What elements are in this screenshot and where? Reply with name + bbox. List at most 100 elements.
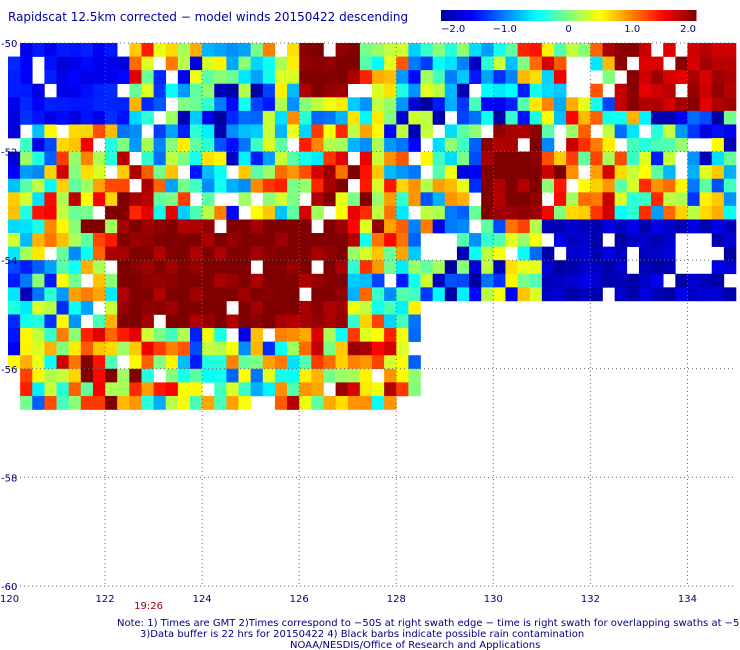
heatmap-cell [141, 192, 154, 207]
heatmap-cell [396, 56, 409, 71]
heatmap-cell [32, 341, 45, 356]
heatmap-cell [250, 178, 264, 193]
heatmap-cell [92, 165, 106, 180]
heatmap-cell [493, 192, 506, 207]
heatmap-cell [68, 124, 82, 139]
heatmap-cell [250, 382, 264, 397]
heatmap-cell [214, 83, 227, 98]
heatmap-cell [687, 70, 700, 85]
heatmap-cell [335, 138, 349, 152]
heatmap-cell [250, 43, 264, 57]
heatmap-cell [444, 287, 458, 302]
heatmap-cell [481, 233, 494, 247]
heatmap-cell [92, 233, 106, 247]
heatmap-cell [614, 83, 628, 98]
heatmap-cell [165, 83, 179, 98]
heatmap-cell [20, 395, 33, 410]
heatmap-cell [651, 219, 664, 234]
heatmap-cell [359, 165, 373, 180]
heatmap-cell [20, 165, 33, 180]
heatmap-cell [493, 273, 506, 288]
heatmap-cell [566, 205, 579, 220]
heatmap-cell [626, 273, 640, 288]
heatmap-cell [141, 110, 154, 125]
colorbar-segment [656, 10, 661, 21]
heatmap-cell [141, 205, 154, 220]
heatmap-cell [311, 368, 324, 383]
heatmap-cell [323, 165, 336, 180]
heatmap-cell [44, 43, 57, 57]
heatmap-cell [238, 355, 251, 370]
heatmap-cell [165, 178, 179, 193]
heatmap-cell [68, 178, 82, 193]
heatmap-cell [177, 273, 191, 288]
heatmap-cell [153, 341, 167, 356]
heatmap-cell [165, 246, 179, 261]
heatmap-cell [335, 151, 349, 166]
heatmap-cell [481, 287, 494, 302]
heatmap-cell [92, 287, 106, 302]
heatmap-cell [117, 395, 130, 410]
heatmap-cell [262, 192, 276, 207]
heatmap-cell [529, 124, 543, 139]
heatmap-cell [347, 287, 361, 302]
heatmap-cell [214, 341, 227, 356]
heatmap-cell [129, 368, 142, 383]
heatmap-cell [335, 273, 349, 288]
heatmap-cell [68, 273, 82, 288]
heatmap-cell [651, 192, 664, 207]
heatmap-cell [675, 70, 688, 85]
heatmap-cell [456, 151, 470, 166]
heatmap-cell [469, 178, 482, 193]
heatmap-cell [20, 246, 33, 261]
heatmap-cell [505, 287, 518, 302]
heatmap-cell [602, 165, 615, 180]
heatmap-cell [202, 205, 215, 220]
heatmap-cell [129, 287, 142, 302]
heatmap-cell [335, 300, 349, 315]
heatmap-cell [602, 246, 615, 261]
heatmap-cell [262, 97, 276, 112]
heatmap-cell [372, 314, 385, 329]
heatmap-cell [723, 178, 737, 193]
heatmap-cell [226, 219, 239, 234]
heatmap-cell [141, 165, 154, 180]
heatmap-cell [372, 395, 385, 410]
heatmap-cell [505, 43, 518, 57]
heatmap-cell [481, 110, 494, 125]
heatmap-cell [420, 178, 433, 193]
heatmap-cell [177, 43, 191, 57]
heatmap-cell [238, 395, 251, 410]
heatmap-cell [711, 97, 725, 112]
colorbar-segment [668, 10, 673, 21]
heatmap-cell [117, 205, 130, 220]
heatmap-cell [129, 233, 142, 247]
heatmap-cell [32, 43, 45, 57]
heatmap-cell [711, 178, 725, 193]
heatmap-cell [359, 300, 373, 315]
heatmap-cell [493, 246, 506, 261]
heatmap-cell [602, 138, 615, 152]
heatmap-cell [250, 287, 264, 302]
heatmap-cell [311, 246, 324, 261]
colorbar-segment [492, 10, 498, 21]
heatmap-cell [274, 110, 288, 125]
heatmap-cell [68, 355, 82, 370]
heatmap-cell [590, 287, 603, 302]
heatmap-cell [202, 287, 215, 302]
heatmap-cell [56, 382, 69, 397]
heatmap-cell [723, 56, 737, 71]
heatmap-cell [177, 300, 191, 315]
heatmap-cell [663, 205, 676, 220]
chart-title: Rapidscat 12.5km corrected − model winds… [8, 10, 408, 24]
heatmap-cell [202, 314, 215, 329]
heatmap-cell [723, 43, 737, 57]
heatmap-cell [274, 341, 288, 356]
heatmap-cell [359, 273, 373, 288]
x-tick-label: 128 [387, 594, 406, 605]
heatmap-cell [590, 110, 603, 125]
heatmap-cell [311, 70, 324, 85]
heatmap-cell [165, 110, 179, 125]
colorbar-segment [692, 10, 697, 21]
heatmap-cell [590, 260, 603, 275]
